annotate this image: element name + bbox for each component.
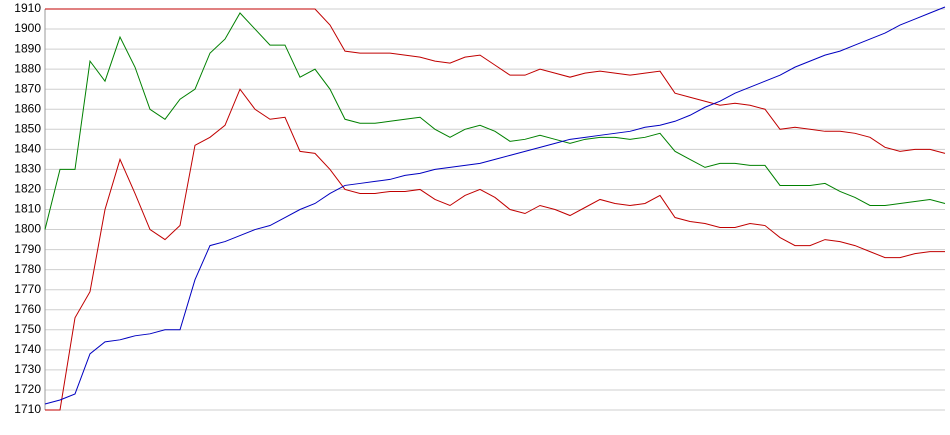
y-tick-label: 1750 (14, 322, 41, 336)
y-tick-label: 1850 (14, 121, 41, 135)
series-line (45, 88, 945, 411)
y-tick-label: 1790 (14, 242, 41, 256)
y-tick-label: 1720 (14, 382, 41, 396)
series-line (45, 8, 946, 154)
y-tick-label: 1840 (14, 142, 41, 156)
y-tick-label: 1830 (14, 162, 41, 176)
y-tick-label: 1800 (14, 222, 41, 236)
y-tick-label: 1880 (14, 61, 41, 75)
y-tick-label: 1770 (14, 282, 41, 296)
series-line (44, 12, 946, 230)
y-tick-label: 1870 (14, 81, 41, 95)
y-tick-label: 1900 (14, 21, 41, 35)
y-tick-label: 1860 (14, 101, 41, 115)
y-tick-label: 1780 (14, 262, 41, 276)
y-tick-label: 1760 (14, 302, 41, 316)
y-tick-label: 1730 (14, 362, 41, 376)
y-tick-label: 1890 (14, 41, 41, 55)
y-tick-label: 1740 (14, 342, 41, 356)
series-line (44, 6, 946, 405)
y-tick-label: 1820 (14, 182, 41, 196)
y-tick-label: 1710 (14, 402, 41, 416)
y-tick-label: 1910 (14, 1, 41, 15)
y-tick-label: 1810 (14, 202, 41, 216)
